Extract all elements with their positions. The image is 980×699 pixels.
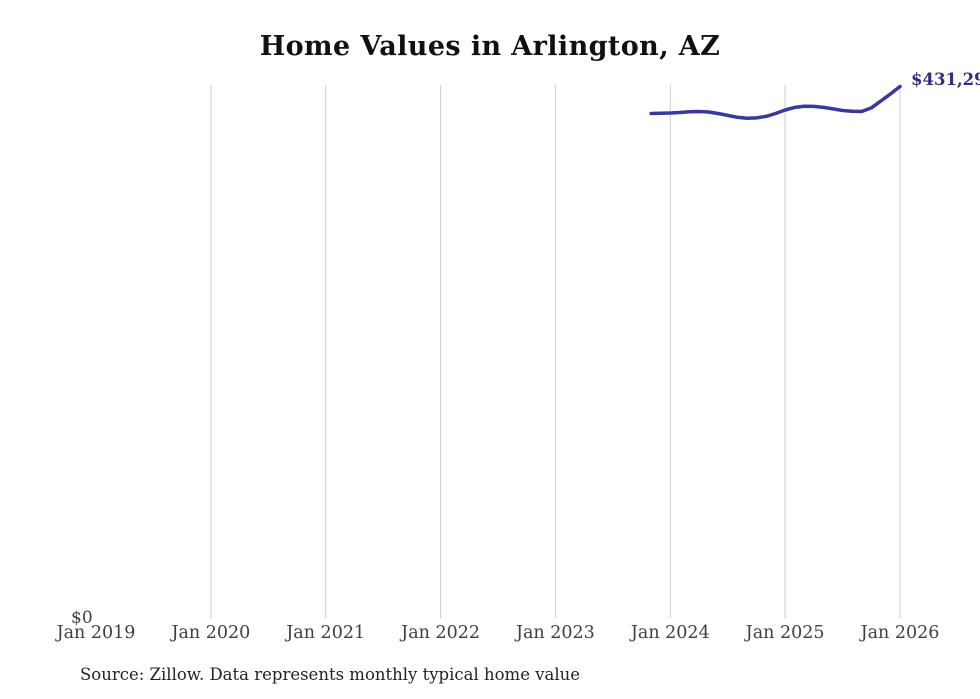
home-value-line-series: [649, 84, 902, 120]
end-value-label: $431,299: [911, 70, 980, 89]
source-note: Source: Zillow. Data represents monthly …: [80, 665, 581, 684]
x-axis-label: Jan 2021: [286, 623, 366, 643]
year-gridlines: [210, 85, 901, 618]
y-axis-zero-label: $0: [71, 608, 93, 628]
x-axis-label: Jan 2025: [745, 623, 825, 643]
x-axis-label: Jan 2019: [56, 623, 136, 643]
x-axis-label: Jan 2022: [401, 623, 481, 643]
chart-title: Home Values in Arlington, AZ: [259, 31, 721, 62]
x-axis-label: Jan 2020: [171, 623, 251, 643]
x-axis-label: Jan 2024: [630, 623, 710, 643]
x-axis-label: Jan 2026: [860, 623, 940, 643]
x-axis-label: Jan 2023: [515, 623, 595, 643]
